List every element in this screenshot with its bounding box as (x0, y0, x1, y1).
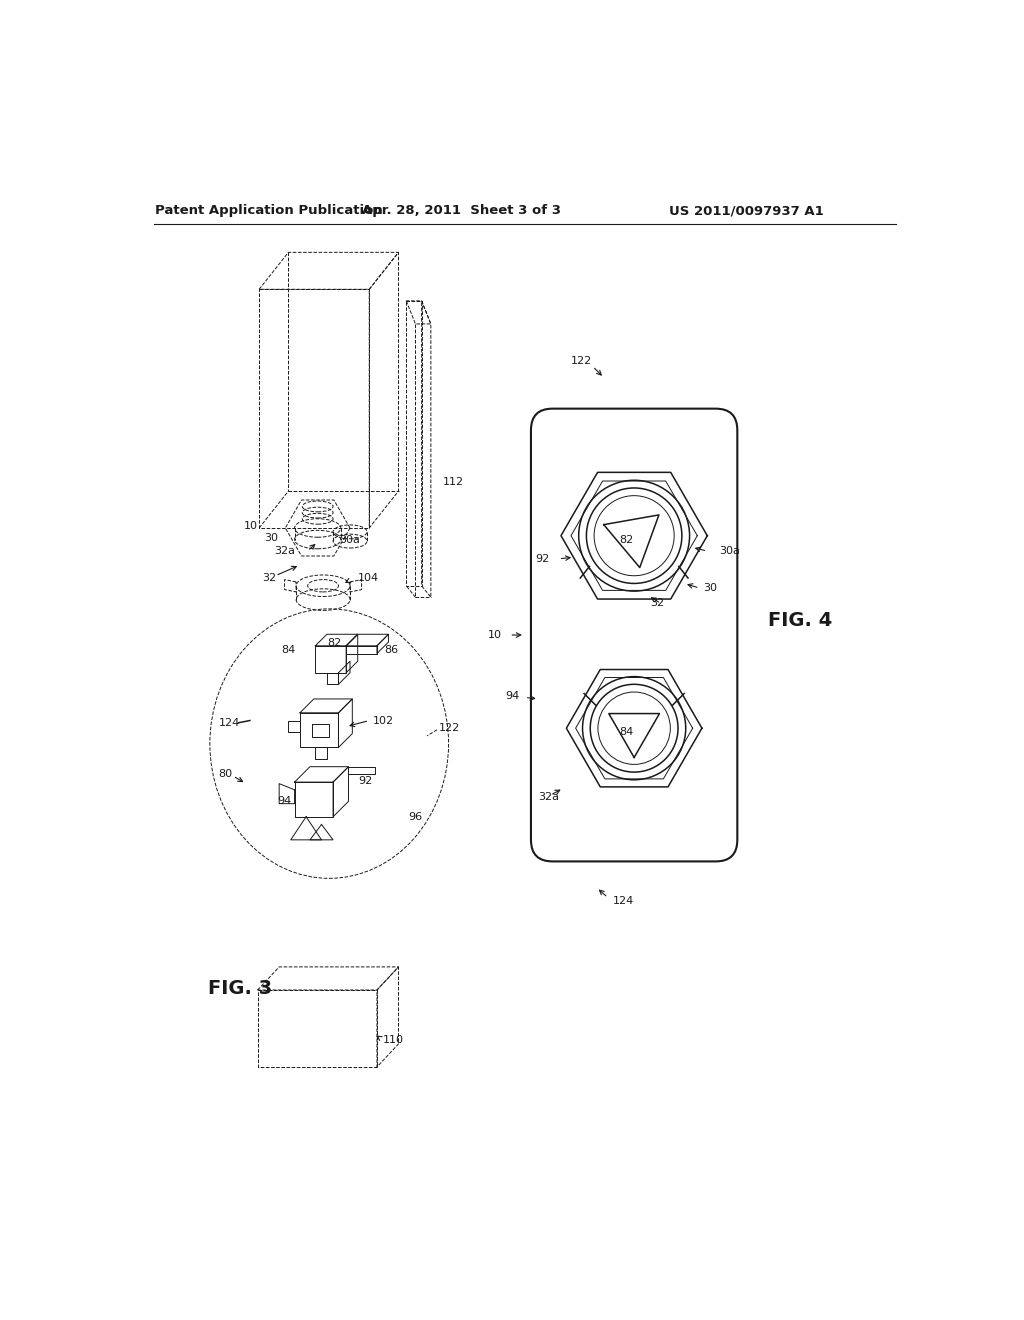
Text: 82: 82 (620, 535, 634, 545)
Text: 32a: 32a (539, 792, 560, 803)
Text: 96: 96 (408, 812, 422, 822)
Text: 10: 10 (487, 630, 502, 640)
Text: 122: 122 (570, 356, 592, 366)
Text: 30a: 30a (719, 546, 739, 556)
Text: 10: 10 (244, 521, 258, 532)
Text: 84: 84 (282, 644, 296, 655)
Text: Apr. 28, 2011  Sheet 3 of 3: Apr. 28, 2011 Sheet 3 of 3 (362, 205, 561, 218)
Text: 84: 84 (620, 727, 634, 737)
Text: Patent Application Publication: Patent Application Publication (156, 205, 383, 218)
Text: 122: 122 (438, 723, 460, 733)
Text: 80: 80 (218, 770, 232, 779)
Text: 92: 92 (358, 776, 373, 785)
Text: 104: 104 (357, 573, 379, 583)
Text: 30: 30 (264, 533, 279, 543)
Text: US 2011/0097937 A1: US 2011/0097937 A1 (670, 205, 824, 218)
Text: 82: 82 (328, 639, 342, 648)
Text: 124: 124 (218, 718, 240, 727)
Text: 110: 110 (383, 1035, 404, 1045)
Text: 124: 124 (612, 896, 634, 907)
Text: 32: 32 (262, 573, 276, 583)
Text: 32a: 32a (274, 546, 295, 556)
Text: 112: 112 (442, 477, 464, 487)
Text: 30a: 30a (340, 535, 360, 545)
Text: 32: 32 (650, 598, 665, 609)
Text: FIG. 3: FIG. 3 (208, 979, 271, 998)
Text: 30: 30 (703, 583, 718, 593)
Text: 94: 94 (505, 690, 519, 701)
Text: FIG. 4: FIG. 4 (768, 611, 833, 630)
Text: 102: 102 (373, 715, 394, 726)
Text: 94: 94 (278, 796, 292, 807)
Text: 86: 86 (385, 644, 398, 655)
Text: 92: 92 (536, 554, 550, 564)
